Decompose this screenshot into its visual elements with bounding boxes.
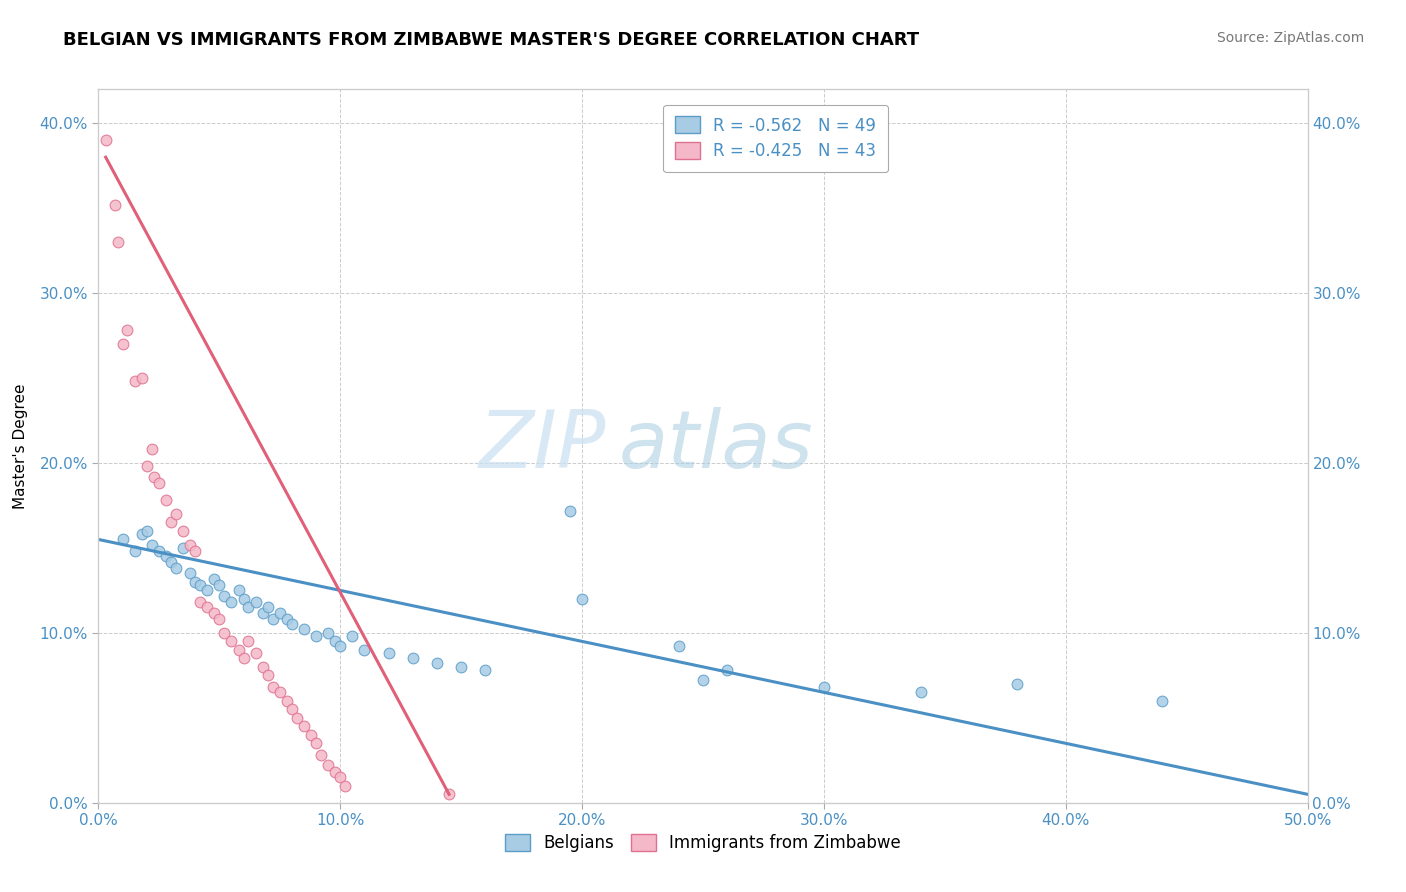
Point (155, 493, 177, 508)
Point (329, 770, 352, 784)
Point (221, 595, 243, 609)
Point (668, 640, 690, 654)
Point (124, 544, 146, 558)
Point (204, 606, 226, 620)
Point (450, 660, 472, 674)
Point (184, 544, 207, 558)
Point (165, 561, 187, 575)
Point (1152, 694, 1174, 708)
Point (269, 685, 291, 699)
Point (184, 574, 207, 589)
Point (148, 544, 170, 558)
Point (245, 646, 267, 660)
Point (172, 524, 194, 538)
Point (305, 629, 328, 643)
Point (228, 643, 250, 657)
Point (188, 595, 211, 609)
Point (179, 537, 201, 551)
Point (377, 646, 399, 660)
Point (111, 337, 134, 351)
Point (172, 541, 194, 555)
Point (135, 459, 157, 474)
Point (910, 685, 932, 699)
Point (292, 719, 315, 733)
Point (329, 640, 352, 654)
Point (208, 612, 231, 626)
Point (131, 527, 153, 541)
Point (221, 634, 243, 648)
Point (148, 476, 170, 491)
Y-axis label: Master's Degree: Master's Degree (14, 384, 28, 508)
Point (160, 516, 183, 530)
Point (342, 629, 364, 643)
Point (131, 371, 153, 385)
Point (813, 680, 835, 694)
Point (316, 626, 339, 640)
Point (437, 787, 460, 801)
Point (179, 566, 201, 581)
Point (558, 503, 581, 517)
Point (353, 643, 375, 657)
Point (402, 651, 425, 665)
Point (232, 651, 254, 665)
Point (571, 591, 593, 606)
Point (212, 589, 235, 603)
Point (276, 694, 298, 708)
Point (309, 748, 332, 763)
Point (104, 198, 127, 212)
Point (155, 549, 177, 564)
Point (238, 600, 260, 615)
Point (716, 663, 738, 677)
Point (281, 617, 304, 632)
Point (212, 626, 235, 640)
Point (333, 779, 356, 793)
Point (143, 469, 166, 483)
Point (325, 765, 347, 780)
Point (117, 323, 139, 337)
Point (94, 133, 117, 147)
Point (285, 711, 308, 725)
Point (262, 680, 284, 694)
Point (232, 591, 254, 606)
Point (238, 634, 260, 648)
Point (1007, 677, 1029, 691)
Point (276, 612, 298, 626)
Point (188, 578, 211, 592)
Point (426, 657, 449, 671)
Point (245, 595, 267, 609)
Point (141, 442, 163, 457)
Point (165, 507, 187, 521)
Point (692, 673, 714, 688)
Point (107, 235, 129, 249)
Text: atlas: atlas (619, 407, 813, 485)
Point (256, 668, 278, 682)
Point (281, 702, 304, 716)
Point (256, 600, 278, 615)
Legend: Belgians, Immigrants from Zimbabwe: Belgians, Immigrants from Zimbabwe (498, 827, 908, 859)
Point (292, 623, 315, 637)
Point (252, 660, 274, 674)
Point (474, 663, 496, 677)
Point (160, 555, 183, 569)
Text: ZIP: ZIP (479, 407, 606, 485)
Point (325, 634, 347, 648)
Text: Source: ZipAtlas.com: Source: ZipAtlas.com (1216, 31, 1364, 45)
Point (195, 583, 218, 598)
Point (195, 600, 218, 615)
Point (305, 736, 328, 750)
Point (111, 533, 134, 547)
Point (299, 728, 322, 742)
Point (141, 537, 163, 551)
Point (262, 612, 284, 626)
Point (208, 578, 231, 592)
Point (135, 524, 157, 538)
Point (204, 572, 226, 586)
Point (269, 606, 291, 620)
Point (124, 375, 146, 389)
Point (316, 758, 339, 772)
Point (228, 583, 250, 598)
Text: BELGIAN VS IMMIGRANTS FROM ZIMBABWE MASTER'S DEGREE CORRELATION CHART: BELGIAN VS IMMIGRANTS FROM ZIMBABWE MAST… (63, 31, 920, 49)
Point (252, 606, 274, 620)
